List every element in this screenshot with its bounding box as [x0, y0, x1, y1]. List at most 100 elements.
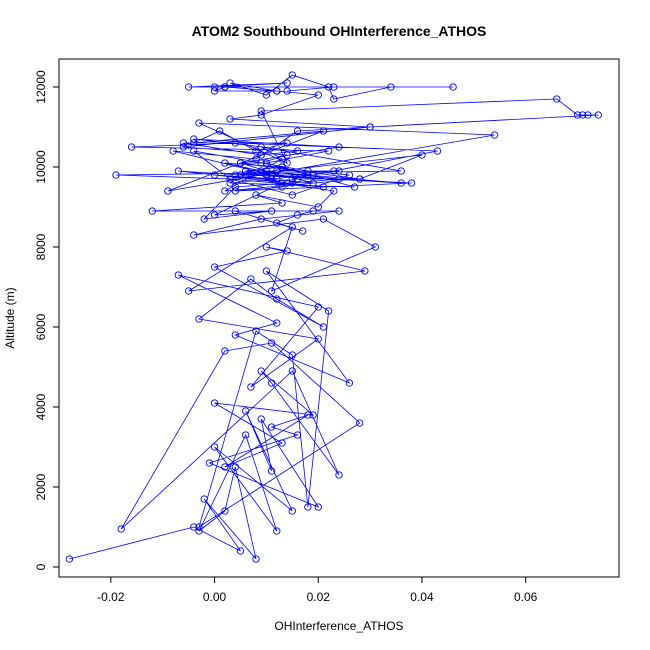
data-point: [309, 171, 317, 179]
data-point: [314, 335, 322, 343]
data-point: [190, 147, 198, 155]
data-point: [169, 147, 177, 155]
data-point: [278, 163, 286, 171]
data-point: [361, 267, 369, 275]
data-point: [314, 303, 322, 311]
data-point: [288, 175, 296, 183]
data-point: [273, 527, 281, 535]
plot-frame: [58, 58, 620, 578]
data-point: [273, 319, 281, 327]
data-point: [324, 307, 333, 315]
data-point: [314, 91, 322, 99]
data-point: [579, 111, 587, 119]
data-point: [309, 179, 317, 187]
data-point: [356, 419, 364, 427]
data-point: [252, 191, 260, 199]
data-point: [330, 167, 338, 175]
data-point: [257, 151, 265, 159]
data-point: [335, 471, 343, 479]
data-point: [112, 171, 120, 179]
data-point: [288, 367, 296, 375]
data-point: [553, 95, 561, 103]
data-point: [309, 207, 317, 215]
data-point: [210, 171, 219, 179]
data-point: [210, 263, 219, 271]
data-point: [283, 247, 291, 255]
data-point: [267, 379, 276, 387]
data-point: [221, 507, 229, 515]
data-point: [190, 135, 198, 143]
data-point: [174, 271, 182, 279]
y-tick-label: 12000: [34, 70, 48, 104]
data-point: [221, 347, 229, 355]
data-point: [257, 215, 265, 223]
data-point: [273, 295, 281, 303]
data-point: [236, 547, 245, 555]
data-point: [314, 503, 322, 511]
data-point: [288, 507, 296, 515]
data-point: [252, 555, 260, 563]
data-point: [319, 323, 328, 331]
data-point: [267, 287, 276, 295]
data-point: [283, 179, 291, 187]
data-point: [433, 147, 442, 155]
data-point: [283, 159, 291, 167]
data-point: [324, 147, 333, 155]
y-tick-label: 4000: [34, 393, 48, 420]
data-point: [184, 287, 193, 295]
x-tick-label: 0.00: [203, 590, 227, 604]
data-point: [304, 167, 312, 175]
data-point: [148, 207, 156, 215]
data-point: [195, 523, 203, 531]
data-point: [257, 107, 265, 115]
data-point: [350, 183, 359, 191]
data-point: [288, 179, 296, 187]
data-point: [273, 219, 281, 227]
chart-title: ATOM2 Southbound OHInterference_ATHOS: [192, 23, 487, 39]
data-point: [210, 399, 219, 407]
data-point: [247, 275, 255, 283]
data-point: [356, 175, 364, 183]
data-point: [278, 179, 286, 187]
data-point: [397, 179, 405, 187]
data-point: [117, 525, 125, 533]
data-point: [304, 503, 312, 511]
y-tick-label: 0: [34, 563, 48, 570]
data-point: [314, 203, 322, 211]
data-point: [267, 339, 276, 347]
data-point: [418, 151, 426, 159]
data-point: [236, 171, 245, 179]
data-point: [65, 555, 74, 563]
data-point: [257, 415, 265, 423]
data-point: [293, 127, 302, 135]
data-point: [252, 147, 260, 155]
data-point: [283, 151, 291, 159]
data-point: [236, 159, 245, 167]
series-polyline: [69, 74, 599, 560]
data-point: [324, 83, 333, 91]
data-point: [257, 159, 265, 167]
data-point: [330, 83, 338, 91]
data-point: [273, 175, 281, 183]
data-point: [267, 467, 276, 475]
data-point: [210, 83, 219, 91]
y-axis-label: Altitude (m): [3, 287, 17, 348]
data-point: [242, 167, 250, 175]
data-point: [221, 159, 229, 167]
data-point: [210, 211, 219, 219]
data-point: [195, 315, 203, 323]
data-point: [242, 431, 250, 439]
data-point: [210, 443, 219, 451]
data-point: [226, 115, 234, 123]
data-point: [319, 215, 328, 223]
data-point: [257, 143, 265, 151]
data-point: [278, 439, 286, 447]
data-point: [262, 167, 271, 175]
data-point: [257, 111, 265, 119]
data-point: [283, 79, 291, 87]
data-point: [216, 127, 224, 135]
data-point: [226, 175, 234, 183]
data-point: [319, 183, 328, 191]
data-point: [573, 111, 582, 119]
